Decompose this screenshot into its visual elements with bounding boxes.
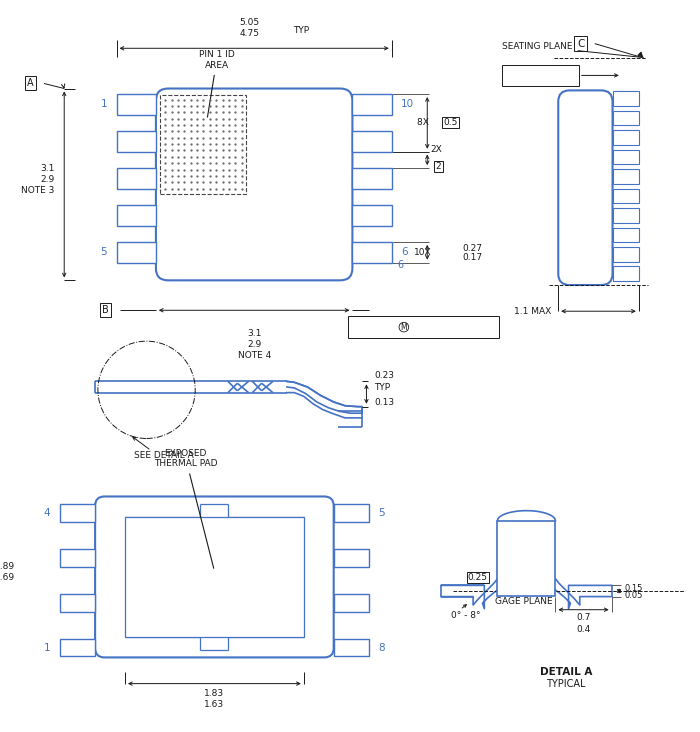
Text: A: A bbox=[450, 323, 456, 332]
Bar bbox=[612, 150, 638, 164]
Text: 1: 1 bbox=[101, 100, 107, 109]
Text: 2: 2 bbox=[435, 162, 441, 171]
Text: SEATING PLANE: SEATING PLANE bbox=[502, 42, 642, 57]
Bar bbox=[160, 95, 246, 194]
Text: 2X: 2X bbox=[430, 145, 442, 154]
Text: 1.1 MAX: 1.1 MAX bbox=[514, 307, 551, 315]
Text: 0.7
0.4: 0.7 0.4 bbox=[576, 613, 591, 633]
Bar bbox=[60, 594, 95, 611]
Bar bbox=[612, 189, 638, 203]
Bar bbox=[352, 94, 392, 115]
Bar bbox=[498, 520, 556, 596]
Bar bbox=[612, 208, 638, 223]
Bar bbox=[334, 549, 370, 567]
Text: M: M bbox=[400, 323, 407, 332]
Bar bbox=[334, 504, 370, 522]
Text: 0.27: 0.27 bbox=[463, 244, 483, 253]
Bar bbox=[612, 111, 638, 125]
Bar bbox=[352, 131, 392, 152]
Text: 8: 8 bbox=[379, 643, 385, 653]
Bar bbox=[612, 228, 638, 242]
Text: EXPOSED
THERMAL PAD: EXPOSED THERMAL PAD bbox=[154, 449, 218, 568]
Bar bbox=[117, 168, 156, 189]
FancyBboxPatch shape bbox=[559, 90, 612, 285]
Text: C: C bbox=[577, 39, 584, 48]
Bar bbox=[352, 168, 392, 189]
Text: 0.13: 0.13 bbox=[374, 397, 394, 407]
Text: 0.1: 0.1 bbox=[533, 71, 547, 80]
Text: 5: 5 bbox=[379, 508, 385, 518]
Bar bbox=[334, 639, 370, 657]
FancyBboxPatch shape bbox=[156, 89, 352, 280]
Bar bbox=[117, 205, 156, 225]
Bar bbox=[612, 247, 638, 261]
Bar bbox=[60, 504, 95, 522]
Text: 1.83
1.63: 1.83 1.63 bbox=[204, 690, 225, 709]
Bar bbox=[612, 92, 638, 106]
Text: 5.05
4.75: 5.05 4.75 bbox=[239, 18, 260, 38]
Text: 0.05: 0.05 bbox=[624, 591, 643, 600]
Bar bbox=[612, 266, 638, 281]
Text: TYP: TYP bbox=[374, 384, 390, 392]
Bar bbox=[117, 131, 156, 152]
Text: ⊕: ⊕ bbox=[354, 322, 362, 332]
Text: C: C bbox=[421, 323, 427, 332]
Bar bbox=[502, 65, 579, 86]
FancyBboxPatch shape bbox=[95, 496, 334, 657]
Text: TYP: TYP bbox=[293, 26, 309, 35]
Text: 0.08: 0.08 bbox=[389, 323, 409, 332]
Text: 6: 6 bbox=[401, 247, 407, 257]
Text: DETAIL A: DETAIL A bbox=[540, 668, 592, 677]
Bar bbox=[348, 316, 499, 338]
Bar bbox=[60, 639, 95, 657]
Text: 10X: 10X bbox=[414, 247, 432, 257]
Text: 0.17: 0.17 bbox=[463, 253, 483, 262]
Text: 0.25: 0.25 bbox=[468, 573, 488, 583]
Text: A: A bbox=[27, 78, 34, 88]
Text: C: C bbox=[563, 71, 569, 80]
Bar bbox=[117, 94, 156, 115]
Bar bbox=[612, 130, 638, 145]
Text: 1.89
1.69: 1.89 1.69 bbox=[0, 562, 15, 583]
Text: 0.15: 0.15 bbox=[624, 583, 643, 593]
Text: 3.1
2.9
NOTE 3: 3.1 2.9 NOTE 3 bbox=[22, 164, 55, 195]
Text: B: B bbox=[102, 305, 108, 315]
Bar bbox=[60, 549, 95, 567]
Text: TYPICAL: TYPICAL bbox=[546, 679, 585, 689]
Text: SEE DETAIL A: SEE DETAIL A bbox=[134, 451, 193, 460]
Bar bbox=[117, 242, 156, 263]
Text: 10: 10 bbox=[401, 100, 414, 109]
Bar bbox=[352, 242, 392, 263]
Text: GAGE PLANE: GAGE PLANE bbox=[495, 597, 552, 605]
Text: 5: 5 bbox=[101, 247, 107, 257]
Text: 3.1
2.9
NOTE 4: 3.1 2.9 NOTE 4 bbox=[237, 329, 271, 360]
Bar bbox=[334, 594, 370, 611]
Text: 0.23: 0.23 bbox=[374, 371, 394, 381]
Text: 0° - 8°: 0° - 8° bbox=[451, 610, 480, 620]
Text: B: B bbox=[480, 323, 486, 332]
Text: 6: 6 bbox=[398, 261, 403, 270]
Text: 1: 1 bbox=[43, 643, 50, 653]
Text: 4: 4 bbox=[43, 508, 50, 518]
Text: PIN 1 ID
AREA: PIN 1 ID AREA bbox=[199, 51, 234, 117]
Text: 0.5: 0.5 bbox=[444, 119, 458, 127]
Bar bbox=[125, 517, 304, 637]
Bar bbox=[612, 169, 638, 184]
Text: 8X: 8X bbox=[417, 119, 432, 127]
Bar bbox=[352, 205, 392, 225]
